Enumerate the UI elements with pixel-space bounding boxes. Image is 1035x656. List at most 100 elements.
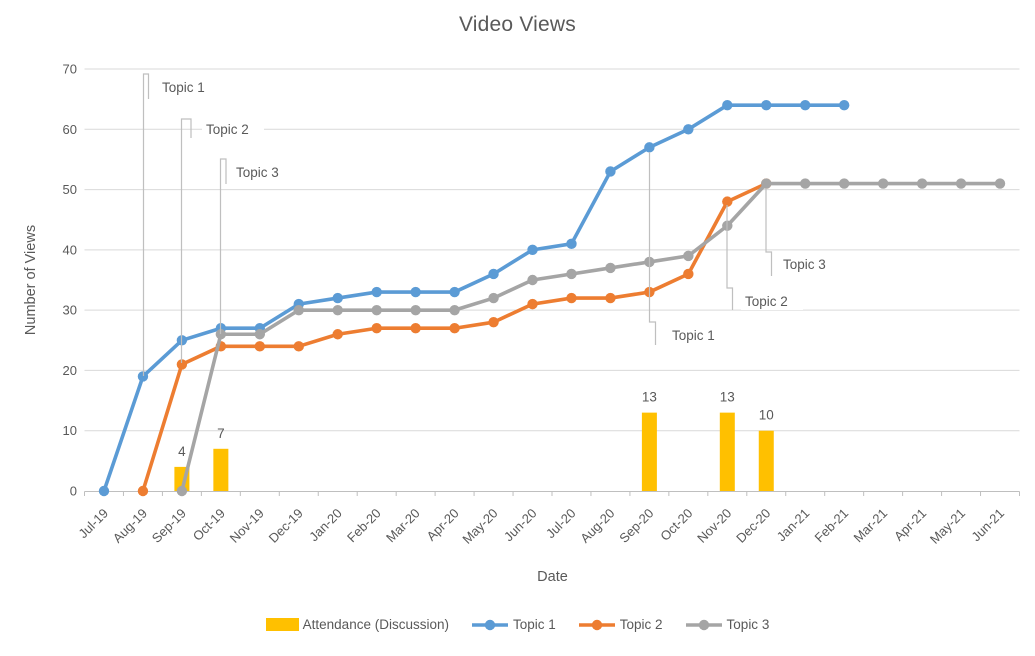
- y-tick-label: 30: [63, 303, 77, 318]
- x-tick-label: Jan-21: [774, 506, 813, 545]
- y-tick-label: 0: [70, 484, 77, 499]
- x-tick-label: Mar-21: [851, 506, 891, 546]
- topic-1-data-point: [449, 286, 460, 298]
- annotation-leader-topic-1-sep-20: [648, 152, 657, 345]
- topic-3-data-point: [800, 178, 811, 189]
- bar-attendance-discussion-dec-20: [758, 430, 774, 491]
- x-tick-label: Nov-19: [227, 506, 267, 546]
- legend-item-topic-2: Topic 2: [578, 617, 663, 632]
- legend: Attendance (Discussion) Topic 1 Topic 2 Top…: [0, 617, 1035, 632]
- topic-3-data-point: [566, 268, 577, 280]
- topic-3-data-point: [955, 178, 967, 189]
- legend-swatch-bar: [265, 618, 299, 631]
- topic-2-data-point: [293, 341, 304, 352]
- annotation-label-bg: [668, 327, 730, 344]
- plot-area: 4 7 13 13 10 0 10 20 30 40 50 60 70 Jul-19Aug-19Sep-1…: [63, 62, 1020, 547]
- x-tick-label: Nov-20: [694, 506, 734, 546]
- topic-3-data-point: [293, 304, 304, 316]
- topic-1-data-point: [605, 166, 616, 177]
- annotation-label-bg: [741, 293, 803, 310]
- x-tick-label: Jul-19: [75, 506, 111, 542]
- annotation-leader-topic-1-aug-19: [142, 73, 150, 376]
- bar-label: 4: [178, 444, 186, 459]
- bar-label: 13: [720, 390, 735, 405]
- annotation-label-bg: [158, 79, 220, 96]
- x-tick-label: Oct-19: [190, 506, 228, 544]
- legend-label-topic-2: Topic 2: [619, 617, 663, 632]
- topic-1-data-point: [644, 142, 655, 153]
- topic-3-data-point: [449, 304, 460, 316]
- topic-2-data-point: [527, 298, 538, 310]
- x-tick-label: Jun-20: [501, 506, 540, 545]
- topic-2-data-point: [332, 329, 343, 340]
- legend-swatch-line: [578, 619, 615, 630]
- topic-1-data-point: [98, 485, 110, 497]
- topic-2-data-point: [605, 292, 616, 304]
- annotation-leader-topic-3-dec-20: [765, 188, 773, 276]
- topic-1-data-point: [488, 268, 499, 280]
- topic-3-data-point: [332, 304, 343, 316]
- x-tick-label: Feb-21: [812, 506, 852, 546]
- topic-3-data-point: [683, 250, 694, 262]
- annotation-leader-topic-3-oct-19: [219, 158, 227, 334]
- y-tick-label: 50: [63, 182, 77, 197]
- x-tick-label: Jul-20: [543, 506, 579, 542]
- legend-label-topic-1: Topic 1: [512, 617, 556, 632]
- x-tick-label: Apr-21: [891, 506, 929, 544]
- x-tick-label: Apr-20: [424, 506, 462, 544]
- topic-3-data-point: [527, 274, 538, 286]
- bar-attendance-discussion-sep-20: [641, 412, 657, 491]
- topic-2-data-point: [566, 292, 577, 304]
- y-tick-label: 70: [63, 62, 77, 77]
- y-tick-label: 40: [63, 242, 77, 257]
- x-tick-label: Jun-21: [968, 506, 1007, 545]
- topic-2-data-point: [137, 485, 149, 497]
- x-tick-label: Dec-19: [266, 506, 306, 546]
- topic-1-line: [102, 103, 845, 492]
- bar-label: 10: [759, 408, 774, 423]
- x-tick-label: Sep-19: [149, 506, 189, 546]
- legend-item-attendance-discussion: Attendance (Discussion): [265, 617, 449, 632]
- topic-2-data-point: [254, 341, 266, 352]
- annotation-label-topic-1-aug-19: Topic 1: [162, 80, 205, 95]
- topic-1-data-point: [410, 286, 421, 298]
- annotation-label-bg: [232, 164, 294, 181]
- bar-label: 7: [217, 426, 225, 441]
- legend-item-topic-1: Topic 1: [471, 617, 556, 632]
- bar-label: 13: [642, 390, 657, 405]
- bar-attendance-discussion-oct-19: [213, 448, 229, 491]
- x-tick-label: May-21: [927, 506, 968, 547]
- topic-2-data-point: [722, 196, 733, 207]
- legend-label-attendance-discussion: Attendance (Discussion): [302, 617, 449, 632]
- topic-3-data-point: [761, 178, 772, 189]
- annotation-label-topic-3-oct-19: Topic 3: [236, 165, 279, 180]
- x-tick-label: Aug-19: [110, 506, 150, 546]
- topic-1-data-point: [800, 99, 811, 111]
- topic-1-data-point: [761, 99, 772, 111]
- y-tick-label: 20: [63, 363, 77, 378]
- x-axis-title: Date: [537, 569, 568, 585]
- topic-1-data-point: [683, 124, 694, 135]
- topic-2-data-point: [371, 323, 382, 334]
- x-tick-label: Aug-20: [577, 506, 617, 546]
- topic-1-data-point: [566, 238, 577, 250]
- annotation-leader-topic-2-sep-19: [180, 118, 192, 363]
- x-tick-label: Dec-20: [733, 506, 773, 546]
- topic-1-data-point: [137, 371, 149, 382]
- legend-label-topic-3: Topic 3: [726, 617, 770, 632]
- y-tick-label: 60: [63, 122, 77, 137]
- topic-3-data-point: [488, 292, 499, 304]
- topic-1-data-point: [371, 286, 382, 298]
- y-tick-label: 10: [63, 423, 77, 438]
- annotation-label-topic-2-sep-19: Topic 2: [206, 122, 249, 137]
- topic-3-data-point: [254, 329, 266, 340]
- topic-2-data-point: [488, 317, 499, 328]
- topic-1-data-point: [722, 99, 733, 111]
- topic-3-data-point: [838, 178, 850, 189]
- legend-swatch-line: [471, 619, 508, 630]
- topic-2-data-point: [683, 268, 694, 280]
- annotation-label-topic-1-sep-20: Topic 1: [672, 328, 715, 343]
- chart-title: Video Views: [458, 13, 576, 36]
- legend-item-topic-3: Topic 3: [685, 617, 770, 632]
